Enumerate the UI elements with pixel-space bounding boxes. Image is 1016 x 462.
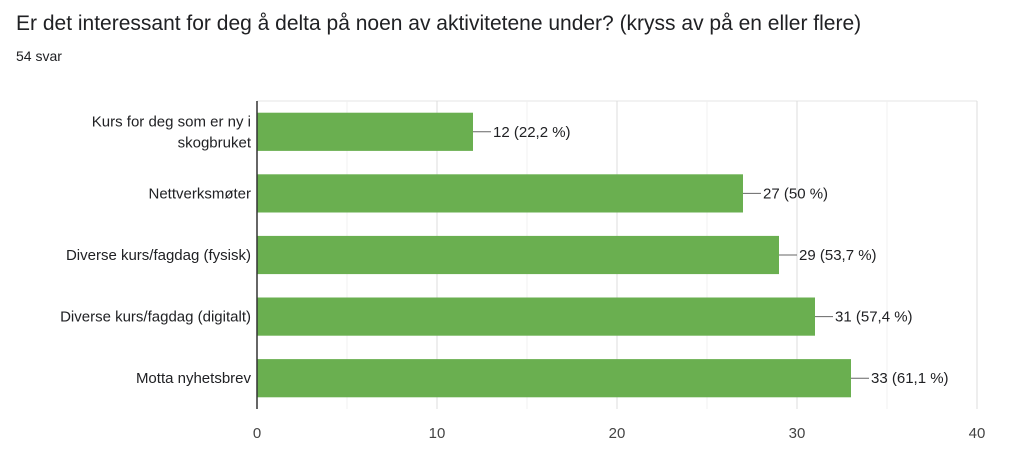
category-label: Diverse kurs/fagdag (fysisk) [66, 247, 251, 264]
chart-title: Er det interessant for deg å delta på no… [16, 12, 862, 35]
labels: 0 10 20 30 40 12 (22,2 %) Kurs for deg som er … [60, 101, 985, 442]
bar [257, 174, 743, 213]
bar [257, 297, 815, 336]
category-label-line: Motta nyhetsbrev [136, 370, 252, 387]
data-label: 12 (22,2 %) [493, 124, 571, 141]
category-label: Diverse kurs/fagdag (digitalt) [60, 309, 251, 326]
bar [257, 235, 779, 275]
category-label-line: Diverse kurs/fagdag (digitalt) [60, 309, 251, 326]
category-label: Motta nyhetsbrev [136, 370, 252, 387]
data-label: 27 (50 %) [763, 185, 828, 202]
x-tick-label: 10 [429, 425, 446, 442]
x-tick-label: 40 [969, 425, 986, 442]
x-tick-label: 30 [789, 425, 806, 442]
category-label: Kurs for deg som er ny i skogbruket [92, 113, 252, 151]
category-label-line: Diverse kurs/fagdag (fysisk) [66, 247, 251, 264]
x-tick-label: 0 [253, 425, 261, 442]
data-label: 29 (53,7 %) [799, 247, 877, 264]
bar [257, 359, 851, 398]
bar [257, 112, 473, 151]
x-tick-label: 20 [609, 425, 626, 442]
response-count: 54 svar [16, 48, 62, 64]
data-label: 33 (61,1 %) [871, 370, 949, 387]
data-label: 31 (57,4 %) [835, 309, 913, 326]
category-label-line: Nettverksmøter [148, 185, 251, 202]
bars [257, 112, 851, 398]
category-label-line: Kurs for deg som er ny i [92, 113, 251, 130]
category-label-line: skogbruket [178, 134, 252, 151]
category-label: Nettverksmøter [148, 185, 251, 202]
